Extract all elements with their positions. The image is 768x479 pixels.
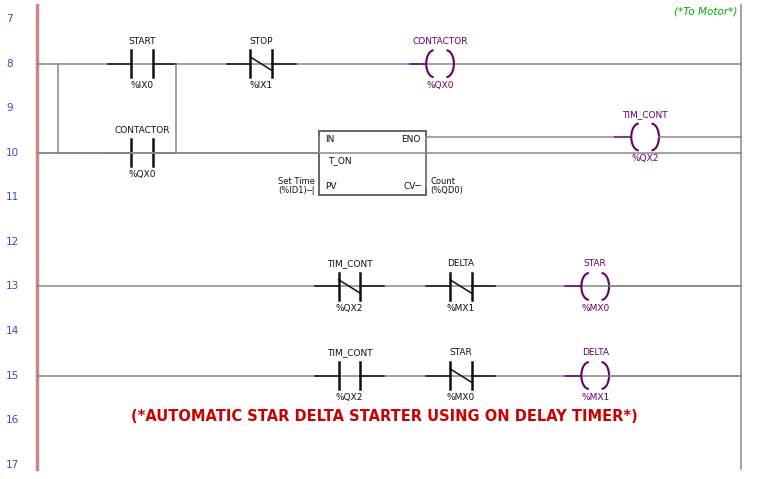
Text: (%QD0): (%QD0) [430, 186, 463, 194]
Text: Count: Count [430, 177, 455, 186]
Text: 14: 14 [6, 326, 19, 336]
Text: START: START [128, 36, 156, 46]
Text: TIM_CONT: TIM_CONT [326, 259, 372, 268]
Text: %MX1: %MX1 [447, 304, 475, 313]
Text: 7: 7 [6, 14, 13, 24]
Text: 11: 11 [6, 193, 19, 202]
Text: DELTA: DELTA [581, 348, 609, 357]
Text: 17: 17 [6, 460, 19, 469]
Text: (*To Motor*): (*To Motor*) [674, 7, 737, 17]
Text: %IX1: %IX1 [250, 81, 273, 90]
Text: TIM_CONT: TIM_CONT [326, 348, 372, 357]
Text: %MX0: %MX0 [447, 393, 475, 402]
Text: IN: IN [325, 135, 334, 144]
Text: Set Time: Set Time [278, 177, 315, 186]
Text: TIM_CONT: TIM_CONT [622, 110, 668, 119]
Text: %MX1: %MX1 [581, 393, 609, 402]
Text: 16: 16 [6, 415, 19, 425]
Text: STAR: STAR [449, 348, 472, 357]
Bar [319, 131, 426, 195]
Text: %QX0: %QX0 [128, 170, 156, 179]
Text: PV: PV [325, 182, 336, 191]
Text: 15: 15 [6, 371, 19, 380]
Text: T_ON: T_ON [328, 156, 352, 165]
Text: CONTACTOR: CONTACTOR [114, 125, 170, 135]
Text: CV─: CV─ [404, 182, 422, 191]
Text: STAR: STAR [584, 259, 607, 268]
Text: %QX2: %QX2 [631, 154, 659, 163]
Text: 12: 12 [6, 237, 19, 247]
Text: %IX0: %IX0 [131, 81, 154, 90]
Text: ENO: ENO [401, 135, 420, 144]
Text: %QX2: %QX2 [336, 393, 363, 402]
Text: STOP: STOP [250, 36, 273, 46]
Text: 13: 13 [6, 282, 19, 291]
Text: 10: 10 [6, 148, 19, 158]
Text: (*AUTOMATIC STAR DELTA STARTER USING ON DELAY TIMER*): (*AUTOMATIC STAR DELTA STARTER USING ON … [131, 409, 637, 424]
Text: 9: 9 [6, 103, 13, 113]
Text: (%ID1)─|: (%ID1)─| [278, 186, 315, 194]
Text: CONTACTOR: CONTACTOR [412, 36, 468, 46]
Text: %QX2: %QX2 [336, 304, 363, 313]
Text: %QX0: %QX0 [426, 81, 454, 90]
Text: 8: 8 [6, 59, 13, 68]
Text: DELTA: DELTA [447, 259, 475, 268]
Text: %MX0: %MX0 [581, 304, 609, 313]
